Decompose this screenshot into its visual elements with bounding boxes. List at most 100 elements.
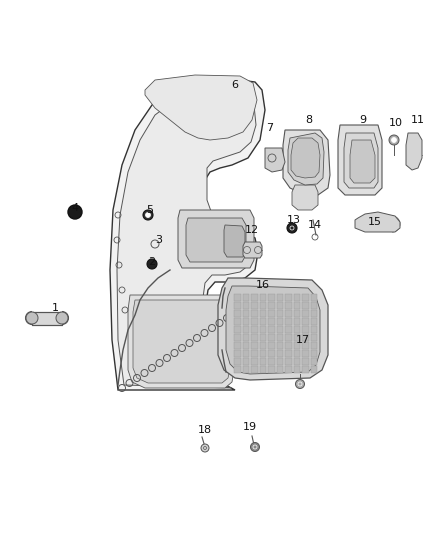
Bar: [285, 294, 292, 301]
Bar: [259, 294, 266, 301]
Bar: [251, 326, 258, 333]
Text: 2: 2: [148, 257, 155, 267]
Bar: [268, 326, 275, 333]
Polygon shape: [406, 133, 422, 170]
Bar: [311, 334, 317, 341]
Bar: [311, 302, 317, 309]
Circle shape: [145, 213, 151, 217]
Circle shape: [251, 442, 259, 451]
Bar: [293, 358, 300, 365]
Bar: [251, 318, 258, 325]
Bar: [234, 342, 240, 349]
Bar: [234, 318, 240, 325]
Text: 9: 9: [360, 115, 367, 125]
Bar: [293, 310, 300, 317]
Text: 19: 19: [243, 422, 257, 432]
Bar: [243, 358, 249, 365]
Bar: [311, 342, 317, 349]
Bar: [276, 302, 283, 309]
Bar: [243, 366, 249, 373]
Bar: [311, 326, 317, 333]
Circle shape: [26, 312, 38, 324]
Bar: [259, 366, 266, 373]
Polygon shape: [344, 133, 378, 188]
Polygon shape: [265, 148, 285, 172]
Bar: [276, 350, 283, 357]
Bar: [285, 350, 292, 357]
Polygon shape: [145, 75, 257, 140]
Bar: [276, 358, 283, 365]
Bar: [285, 342, 292, 349]
Circle shape: [287, 223, 297, 233]
Text: 14: 14: [308, 220, 322, 230]
Bar: [243, 294, 249, 301]
Bar: [243, 310, 249, 317]
Bar: [259, 334, 266, 341]
Bar: [302, 294, 308, 301]
Bar: [293, 318, 300, 325]
Bar: [268, 294, 275, 301]
Bar: [243, 342, 249, 349]
Bar: [259, 342, 266, 349]
Text: 1: 1: [52, 303, 59, 313]
Bar: [234, 302, 240, 309]
Bar: [293, 326, 300, 333]
Bar: [311, 310, 317, 317]
Bar: [268, 366, 275, 373]
Polygon shape: [226, 286, 320, 374]
Polygon shape: [292, 185, 318, 210]
Bar: [293, 294, 300, 301]
Bar: [302, 342, 308, 349]
Polygon shape: [355, 212, 400, 232]
Bar: [268, 334, 275, 341]
Polygon shape: [291, 138, 320, 178]
Bar: [302, 326, 308, 333]
Polygon shape: [218, 278, 328, 380]
Bar: [311, 350, 317, 357]
Bar: [276, 334, 283, 341]
Bar: [268, 310, 275, 317]
Bar: [251, 342, 258, 349]
Polygon shape: [110, 80, 265, 390]
Bar: [259, 318, 266, 325]
Bar: [285, 302, 292, 309]
Text: 17: 17: [296, 335, 310, 345]
Bar: [293, 366, 300, 373]
Bar: [234, 366, 240, 373]
Bar: [259, 310, 266, 317]
Bar: [268, 350, 275, 357]
Bar: [234, 350, 240, 357]
Text: 18: 18: [198, 425, 212, 435]
Bar: [259, 326, 266, 333]
Polygon shape: [128, 295, 234, 388]
Bar: [259, 302, 266, 309]
Bar: [251, 294, 258, 301]
Text: 11: 11: [411, 115, 425, 125]
Polygon shape: [133, 300, 230, 383]
Bar: [251, 334, 258, 341]
Bar: [311, 294, 317, 301]
Bar: [234, 310, 240, 317]
Bar: [259, 350, 266, 357]
Polygon shape: [186, 218, 246, 262]
Bar: [276, 366, 283, 373]
Text: 13: 13: [287, 215, 301, 225]
Bar: [251, 302, 258, 309]
Polygon shape: [224, 225, 245, 257]
Polygon shape: [117, 93, 256, 388]
Circle shape: [143, 210, 153, 220]
Text: 6: 6: [232, 80, 239, 90]
Circle shape: [68, 205, 82, 219]
Bar: [268, 358, 275, 365]
Bar: [276, 318, 283, 325]
Bar: [302, 350, 308, 357]
Bar: [293, 334, 300, 341]
Bar: [234, 334, 240, 341]
Text: 10: 10: [389, 118, 403, 128]
Text: 16: 16: [256, 280, 270, 290]
Bar: [302, 366, 308, 373]
Bar: [251, 366, 258, 373]
Text: 5: 5: [146, 205, 153, 215]
Circle shape: [392, 138, 396, 142]
Bar: [243, 334, 249, 341]
